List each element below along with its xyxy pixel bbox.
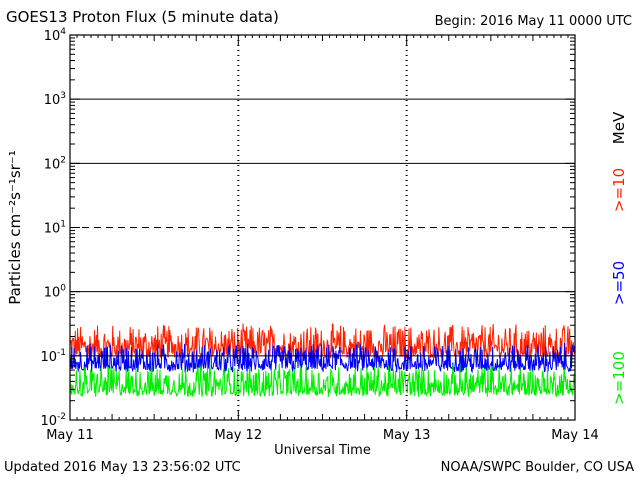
legend-label-100mev: >=100 — [610, 351, 628, 405]
series-layer — [70, 322, 575, 398]
grid-layer — [70, 35, 575, 420]
updated-timestamp: Updated 2016 May 13 23:56:02 UTC — [4, 460, 241, 475]
x-tick-label: May 12 — [215, 428, 263, 443]
y-tick-label: 10-1 — [40, 348, 66, 365]
unit-label: MeV — [610, 111, 628, 144]
y-tick-label: 10-2 — [40, 412, 66, 429]
begin-time-label: Begin: 2016 May 11 0000 UTC — [434, 14, 632, 29]
ticks-layer — [69, 34, 576, 421]
series-line-1 — [70, 322, 575, 359]
series-line-2 — [70, 342, 575, 374]
legend-label-50mev: >=50 — [610, 261, 628, 305]
y-tick-label: 100 — [44, 284, 67, 301]
y-tick-label: 101 — [44, 220, 66, 237]
x-axis-title: Universal Time — [274, 443, 371, 458]
y-axis-title: Particles cm⁻²s⁻¹sr⁻¹ — [6, 150, 24, 304]
y-tick-label: 104 — [44, 27, 67, 44]
credit-label: NOAA/SWPC Boulder, CO USA — [440, 460, 634, 475]
series-line-3 — [70, 363, 575, 398]
y-tick-label: 103 — [44, 91, 66, 108]
x-tick-label: May 13 — [383, 428, 431, 443]
legend-label-10mev: >=10 — [610, 168, 628, 212]
chart-title: GOES13 Proton Flux (5 minute data) — [6, 8, 279, 26]
y-tick-label: 102 — [44, 155, 66, 172]
x-tick-label: May 14 — [551, 428, 599, 443]
x-tick-label: May 11 — [46, 428, 94, 443]
labels-layer: 10-2 10-1 100 101 102 103 104 May 11 May 12 May 1… — [6, 27, 628, 458]
